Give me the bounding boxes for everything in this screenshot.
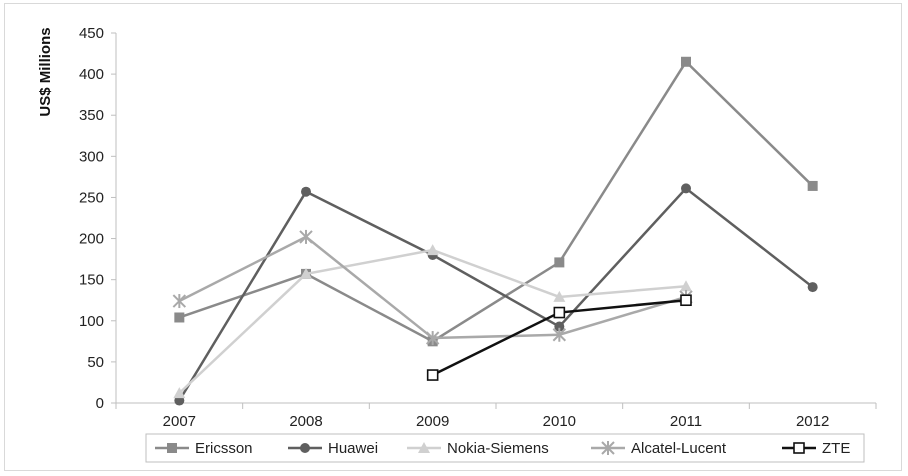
x-tick-label: 2008: [289, 413, 322, 430]
legend-label: Nokia-Siemens: [447, 440, 549, 457]
legend-item-ericsson: Ericsson: [155, 440, 253, 457]
x-tick-label: 2012: [796, 413, 829, 430]
legend-marker: [601, 441, 615, 455]
data-point-alcatel-lucent: [425, 331, 440, 346]
legend-label: Huawei: [328, 440, 378, 457]
legend-marker: [167, 443, 177, 453]
data-point-nokia-siemens: [173, 387, 186, 399]
data-point-ericsson: [174, 312, 185, 323]
legend-marker: [793, 442, 805, 454]
data-point-huawei: [807, 282, 818, 293]
data-point-ericsson: [554, 257, 565, 268]
y-tick-label: 0: [96, 395, 104, 412]
data-point-ericsson: [807, 180, 818, 191]
legend-box: [145, 433, 865, 463]
legend-label: ZTE: [822, 440, 850, 457]
legend-item-huawei: Huawei: [288, 440, 378, 457]
y-tick-label: 350: [79, 107, 104, 124]
x-tick-label: 2011: [670, 413, 702, 430]
data-point-nokia-siemens: [300, 267, 312, 279]
x-tick-label: 2007: [163, 413, 196, 430]
y-tick-label: 450: [79, 25, 104, 42]
legend-marker: [300, 443, 310, 453]
data-point-ericsson: [681, 56, 691, 67]
y-tick-label: 50: [87, 354, 104, 371]
series-huawei: [174, 183, 818, 406]
y-tick-label: 200: [79, 231, 104, 248]
y-tick-label: 150: [79, 272, 104, 289]
y-tick-label: 250: [79, 189, 104, 206]
data-point-nokia-siemens: [426, 244, 439, 256]
legend: Ericsson Huawei Nokia-Siemens Alcatel-Lucen…: [145, 433, 865, 463]
data-point-nokia-siemens: [553, 290, 566, 302]
series-line-huawei: [178, 186, 814, 402]
data-point-zte: [553, 306, 566, 319]
y-tick-label: 300: [79, 148, 104, 165]
legend-label: Alcatel-Lucent: [631, 440, 727, 457]
legend-item-nokia-siemens: Nokia-Siemens: [407, 440, 549, 457]
series-ericsson: [174, 56, 818, 347]
legend-item-zte: ZTE: [782, 440, 850, 457]
axes: 0 50 100 150 200 250 300 350 400 450 2007 2008 2009 2…: [79, 25, 877, 430]
series-line-ericsson: [178, 59, 814, 343]
data-point-zte: [426, 369, 439, 381]
legend-marker: [418, 442, 430, 453]
data-point-huawei: [301, 186, 311, 197]
data-point-alcatel-lucent: [172, 294, 187, 309]
chart-frame: [4, 3, 902, 471]
data-point-alcatel-lucent: [299, 229, 313, 244]
y-tick-label: 400: [79, 66, 104, 83]
legend-item-alcatel-lucent: Alcatel-Lucent: [591, 440, 727, 457]
data-point-nokia-siemens: [680, 280, 692, 292]
y-axis-label: US$ Millions: [37, 27, 54, 116]
series-layer: [172, 56, 818, 406]
data-point-zte: [680, 294, 692, 307]
y-tick-label: 100: [79, 313, 104, 330]
x-tick-label: 2010: [543, 413, 576, 430]
data-point-huawei: [554, 321, 565, 332]
legend-label: Ericsson: [195, 440, 253, 457]
data-point-huawei: [681, 183, 691, 194]
series-zte: [426, 294, 692, 381]
x-tick-label: 2009: [416, 413, 449, 430]
series-nokia-siemens: [173, 244, 692, 399]
data-point-alcatel-lucent: [552, 327, 567, 342]
